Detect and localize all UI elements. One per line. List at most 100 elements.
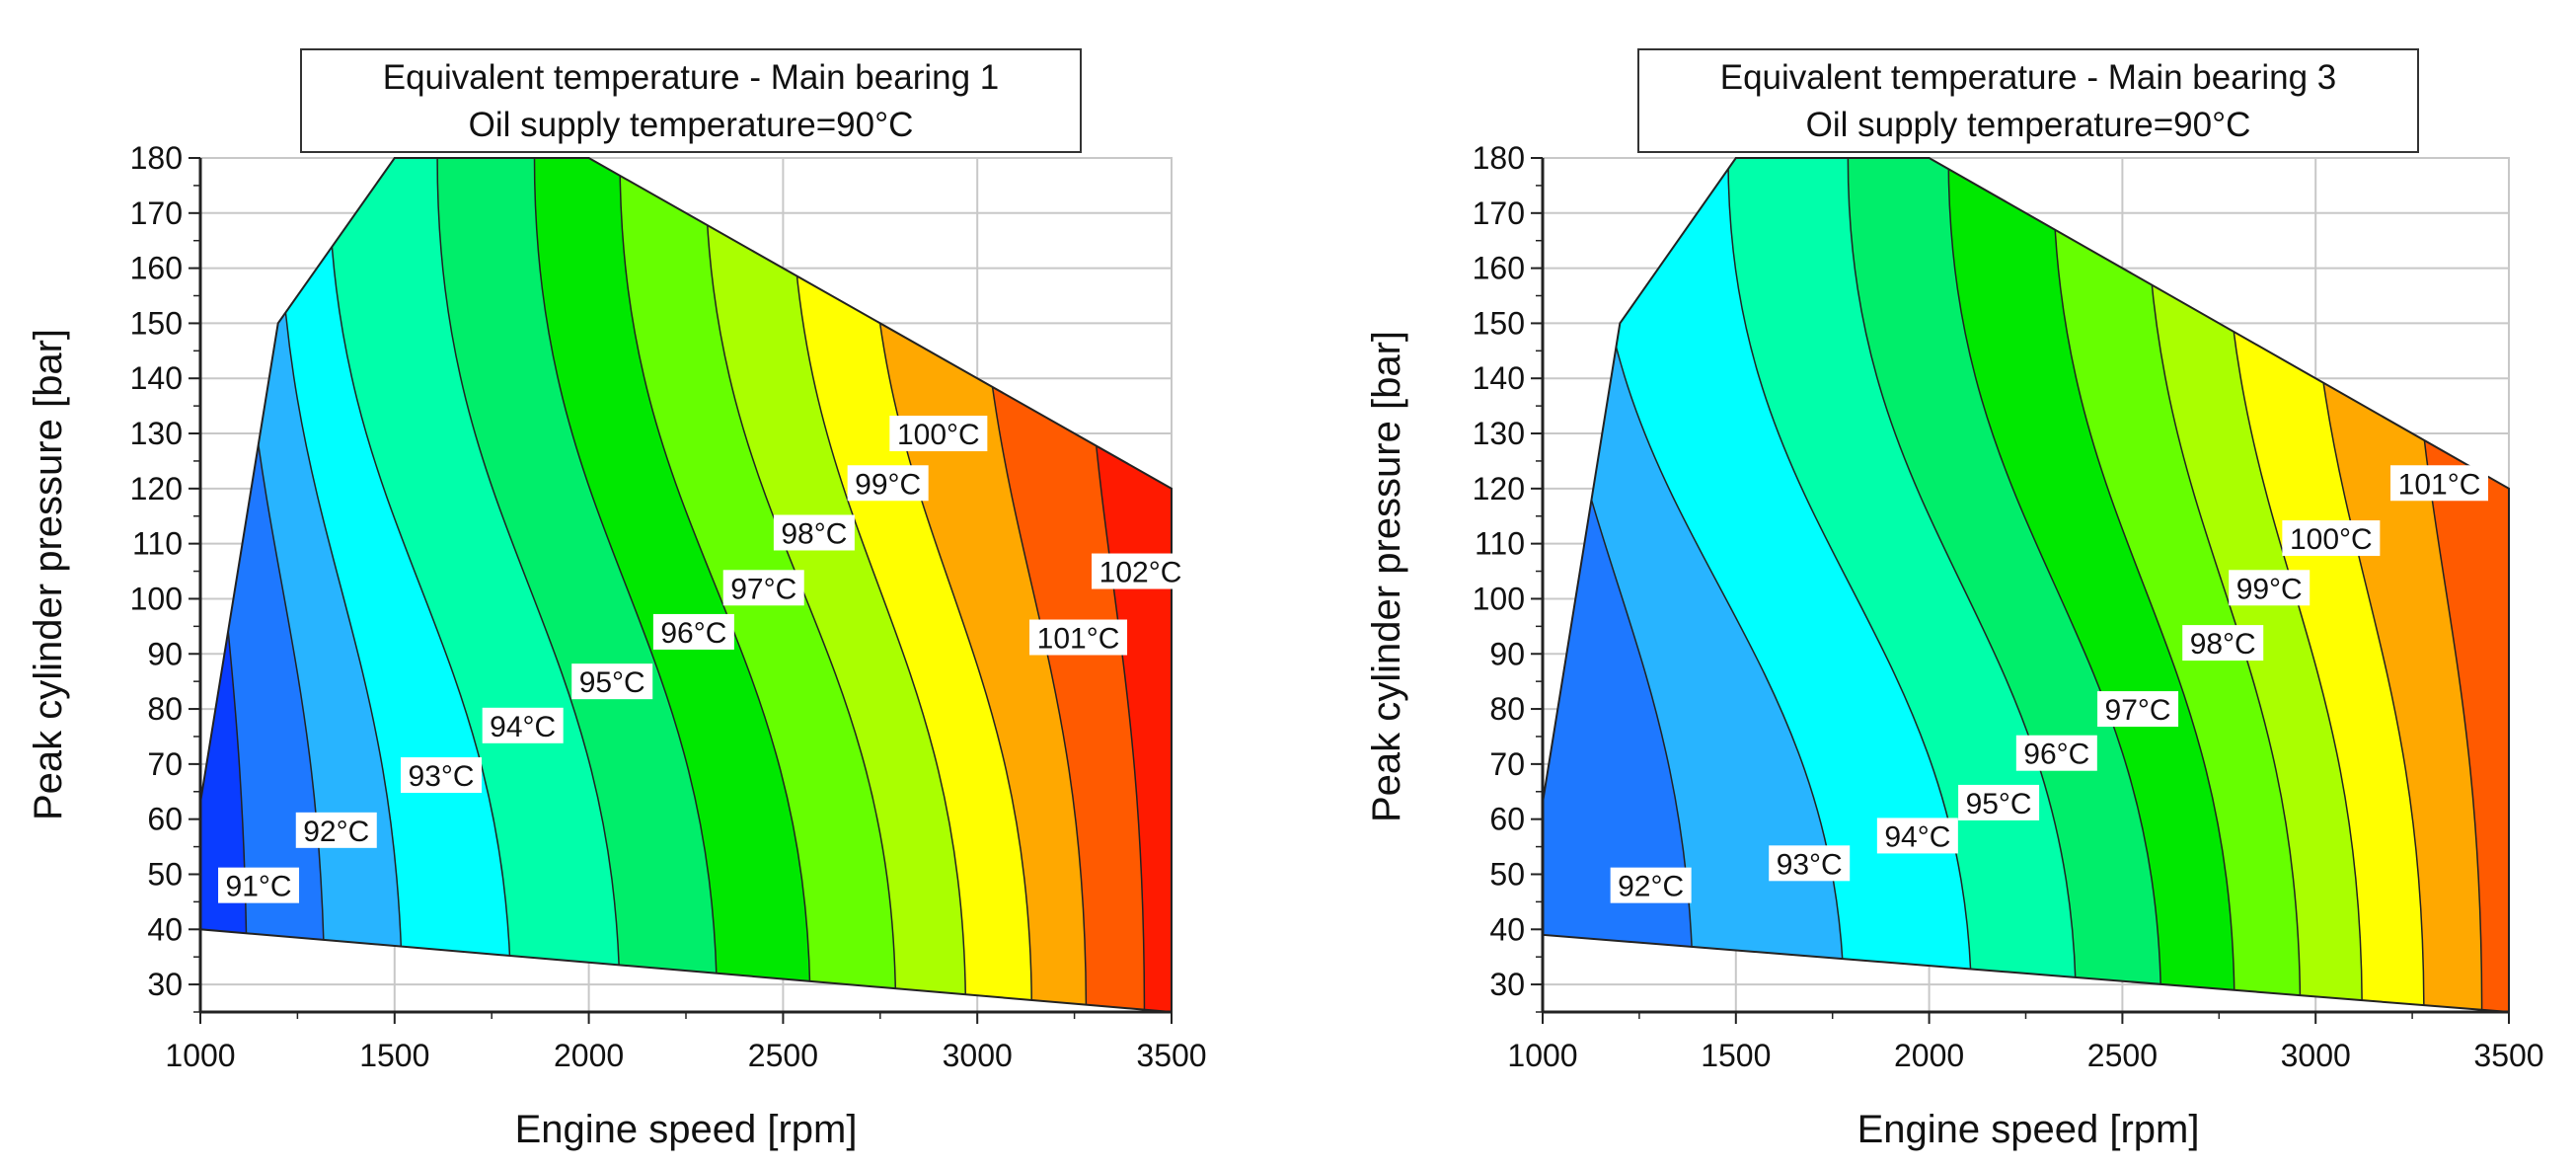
contour-band xyxy=(2223,158,2424,1012)
contour-label: 91°C xyxy=(226,871,292,903)
y-tick-label: 30 xyxy=(147,967,183,1002)
contour-label: 102°C xyxy=(1099,557,1182,589)
contour-label: 96°C xyxy=(2023,739,2089,771)
title-line-1: Equivalent temperature - Main bearing 1 xyxy=(383,58,1000,97)
y-tick-label: 40 xyxy=(147,911,183,947)
y-tick-label: 100 xyxy=(1473,581,1525,616)
contour-label-box xyxy=(218,867,300,903)
contour-label-box xyxy=(2097,691,2179,728)
x-tick-label: 2000 xyxy=(1894,1038,1964,1073)
contour-label-box xyxy=(1876,818,1958,854)
contour-label: 98°C xyxy=(781,517,847,550)
panel-main-bearing-3: Engine speed [rpm] Peak cylinder pressur… xyxy=(1365,48,2544,1151)
y-tick-label: 180 xyxy=(1473,140,1525,176)
iso-line xyxy=(2145,158,2302,1012)
contour-label: 93°C xyxy=(409,760,475,793)
contour-band xyxy=(1592,158,1972,1012)
contour-label-box xyxy=(2229,570,2311,606)
title-line-2: Oil supply temperature=90°C xyxy=(469,106,914,144)
y-tick-label: 160 xyxy=(1473,251,1525,286)
contour-band xyxy=(2052,158,2301,1012)
x-tick-label: 2500 xyxy=(2087,1038,2158,1073)
contour-label: 96°C xyxy=(660,617,726,650)
panel-main-bearing-1: Engine speed [rpm] Peak cylinder pressur… xyxy=(27,48,1207,1151)
x-tick-label: 3000 xyxy=(943,1038,1013,1073)
y-tick-label: 180 xyxy=(130,140,183,176)
contour-label-box xyxy=(652,613,734,650)
x-tick-label: 1500 xyxy=(1701,1038,1771,1073)
contour-band xyxy=(239,158,403,1012)
y-tick-label: 160 xyxy=(130,251,183,286)
contour-labels: 92°C 93°C 94°C 95°C 96°C 97°C 98°C 99°C 100°C 101… xyxy=(1610,465,2489,903)
contour-band xyxy=(1848,158,2161,1012)
iso-line xyxy=(1847,158,2078,1012)
axes: 1000 1500 2000 2500 3000 3500 30 40 50 60 70 80 90 10… xyxy=(130,140,1207,1073)
y-tick-label: 90 xyxy=(1489,636,1525,671)
contour-label-box xyxy=(2282,520,2381,557)
contour-band xyxy=(705,158,966,1012)
contour-label-box xyxy=(1769,845,1851,882)
contour-band xyxy=(277,158,511,1012)
contour-label: 99°C xyxy=(855,468,921,501)
y-tick-label: 120 xyxy=(130,471,183,506)
contour-band xyxy=(534,158,810,1012)
contour-label: 92°C xyxy=(1618,871,1684,903)
title-box xyxy=(1637,48,2419,153)
contour-band xyxy=(1948,158,2235,1012)
contour-label-box xyxy=(847,465,929,502)
y-tick-label: 40 xyxy=(1489,911,1525,947)
contour-label-box xyxy=(1092,553,1190,589)
contour-labels: 91°C 92°C 93°C 94°C 95°C 96°C97°C 98°C99°C 100°… xyxy=(218,416,1190,903)
contour-label: 98°C xyxy=(2190,628,2256,661)
y-tick-label: 70 xyxy=(1489,746,1525,782)
x-tick-label: 1000 xyxy=(1507,1038,1577,1073)
axes: 1000 1500 2000 2500 3000 3500 30 40 50 60 70 80 90 10… xyxy=(1473,140,2544,1073)
contour-label: 97°C xyxy=(730,573,796,605)
iso-line xyxy=(328,158,512,1012)
x-tick-label: 3500 xyxy=(2473,1038,2543,1073)
contour-label: 99°C xyxy=(2236,573,2303,605)
title-box xyxy=(300,48,1082,153)
iso-line xyxy=(533,158,719,1012)
contour-label-box xyxy=(482,707,564,743)
y-tick-label: 90 xyxy=(147,636,183,671)
x-axis-label: Engine speed [rpm] xyxy=(1857,1108,2200,1151)
x-tick-label: 2000 xyxy=(554,1038,624,1073)
contour-label: 95°C xyxy=(579,666,645,699)
y-tick-label: 100 xyxy=(130,581,183,616)
contour-label: 100°C xyxy=(897,419,980,451)
contour-label-box xyxy=(773,514,855,551)
y-tick-label: 130 xyxy=(130,416,183,451)
contour-band xyxy=(1543,158,1845,1012)
x-tick-label: 1500 xyxy=(359,1038,429,1073)
y-tick-label: 140 xyxy=(130,360,183,396)
y-tick-label: 120 xyxy=(1473,471,1525,506)
title-line-1: Equivalent temperature - Main bearing 3 xyxy=(1720,58,2337,97)
contour-label: 93°C xyxy=(1777,848,1843,881)
domain-outline xyxy=(199,157,1173,1014)
contour-label-box xyxy=(2390,465,2489,502)
iso-line xyxy=(2052,158,2235,1012)
title-line-2: Oil supply temperature=90°C xyxy=(1806,106,2251,144)
contour-label: 92°C xyxy=(303,816,369,848)
domain-outline xyxy=(1542,157,2510,1014)
x-axis-label: Engine speed [rpm] xyxy=(515,1108,858,1151)
contour-label: 94°C xyxy=(1884,820,1950,853)
contour-label: 101°C xyxy=(2398,468,2481,501)
contour-label-box xyxy=(401,757,483,794)
contour-bands xyxy=(200,158,1172,1012)
y-tick-label: 150 xyxy=(130,305,183,341)
contour-label: 97°C xyxy=(2105,694,2171,727)
y-axis-label: Peak cylinder pressure [bar] xyxy=(27,329,70,820)
y-axis-label: Peak cylinder pressure [bar] xyxy=(1365,331,1408,822)
x-tick-label: 3000 xyxy=(2281,1038,2351,1073)
x-tick-label: 2500 xyxy=(748,1038,818,1073)
contour-label-box xyxy=(1610,867,1692,903)
y-tick-label: 80 xyxy=(147,691,183,727)
y-tick-label: 50 xyxy=(147,856,183,892)
contour-label-box xyxy=(1029,619,1128,656)
y-tick-label: 110 xyxy=(1475,526,1525,562)
y-tick-label: 140 xyxy=(1473,360,1525,396)
iso-line xyxy=(1947,158,2162,1012)
